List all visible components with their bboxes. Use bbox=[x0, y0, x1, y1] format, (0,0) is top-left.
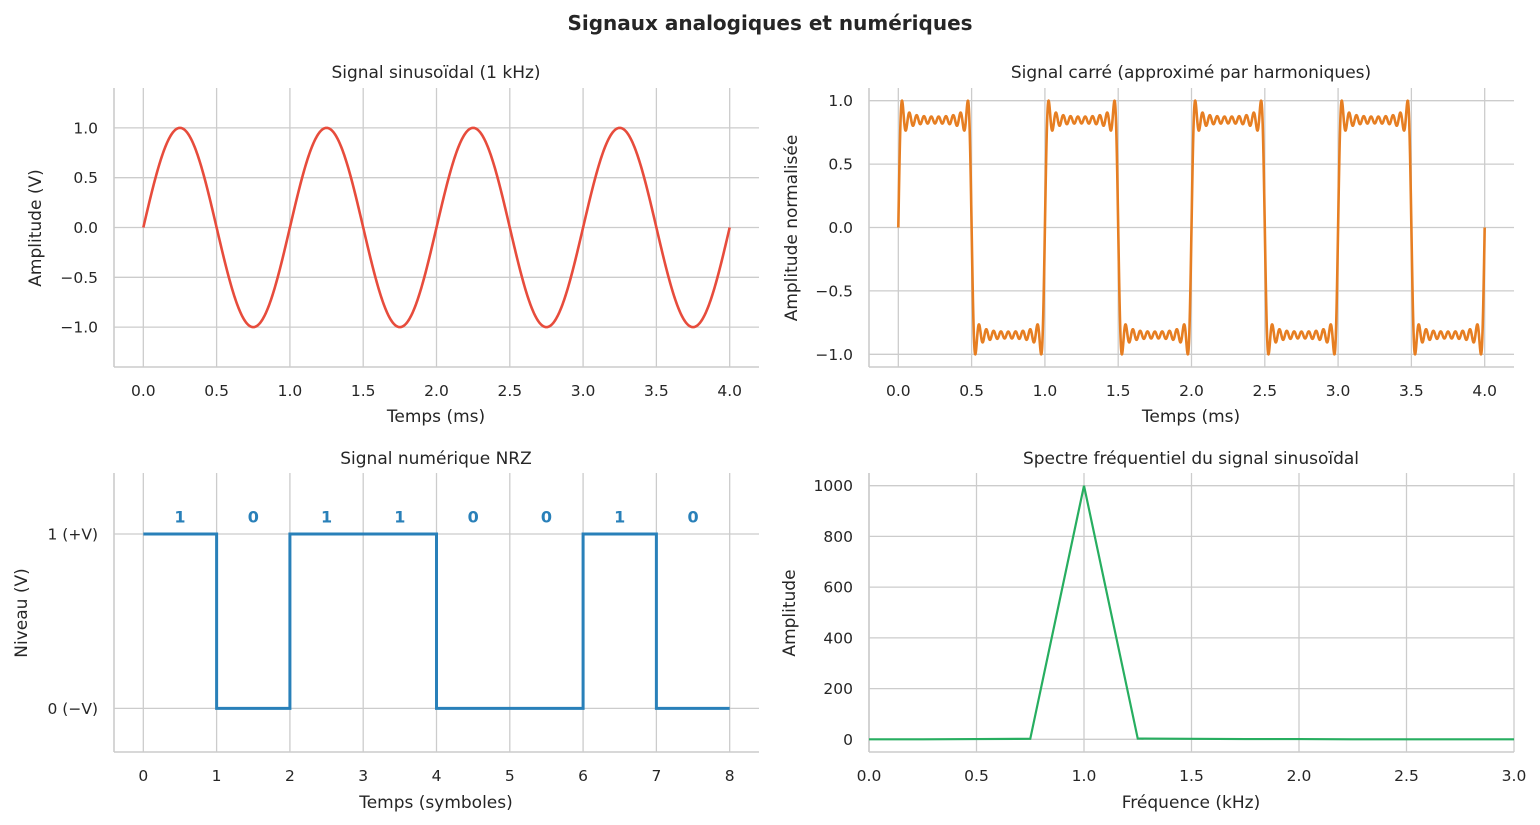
square-x-tick-label: 1.5 bbox=[1106, 382, 1131, 400]
square-x-tick-label: 0.0 bbox=[886, 382, 911, 400]
square-x-tick-label: 2.5 bbox=[1252, 382, 1277, 400]
nrz-axes-spines bbox=[113, 473, 759, 753]
square-x-ticks: 0.0 0.5 1.0 1.5 2.0 2.5 3.0 3.5 4.0 bbox=[886, 382, 1497, 400]
spectrum-y-ticks: 0 200 400 600 800 1000 bbox=[814, 477, 853, 749]
square-x-tick-label: 1.0 bbox=[1033, 382, 1058, 400]
square-axes-spines bbox=[868, 88, 1514, 368]
spectrum-x-ticks: 0.0 0.5 1.0 1.5 2.0 2.5 3.0 bbox=[857, 767, 1527, 785]
spectrum-axes-spines bbox=[868, 473, 1514, 753]
nrz-y-tick-label: 1 (+V) bbox=[48, 526, 98, 544]
spectrum-title: Spectre fréquentiel du signal sinusoïdal bbox=[1023, 449, 1359, 469]
nrz-bit-label: 1 bbox=[394, 508, 405, 527]
nrz-bit-label: 1 bbox=[174, 508, 185, 527]
sine-wave-line bbox=[142, 126, 731, 329]
panel-spectrum: 0.0 0.5 1.0 1.5 2.0 2.5 3.0 02004006008001000 … bbox=[780, 449, 1526, 813]
spectrum-y-tick-label: 800 bbox=[823, 528, 853, 546]
nrz-bit-label: 0 bbox=[468, 508, 479, 527]
square-wave-line bbox=[897, 99, 1486, 356]
spectrum-y-label: Amplitude bbox=[780, 569, 800, 656]
nrz-x-tick-label: 1 bbox=[212, 767, 222, 785]
square-y-tick-label: 0.5 bbox=[828, 156, 853, 174]
square-title: Signal carré (approximé par harmoniques) bbox=[1011, 63, 1371, 83]
sine-x-tick-label: 4.0 bbox=[717, 382, 742, 400]
spectrum-y-tick-label: 0 bbox=[843, 731, 853, 749]
spectrum-y-tick-label: 600 bbox=[823, 579, 853, 597]
spectrum-y-tick-label: 1000 bbox=[814, 477, 853, 495]
sine-x-tick-label: 0.0 bbox=[131, 382, 156, 400]
panel-nrz: 1 0 1 1 0 0 1 0 0 1 2 3 4 5 6 7 8 1 (+V) 0 (−V) Signal n… bbox=[12, 449, 759, 813]
square-x-tick-label: 2.0 bbox=[1179, 382, 1204, 400]
sine-x-tick-label: 2.0 bbox=[424, 382, 449, 400]
sine-x-label: Temps (ms) bbox=[386, 407, 485, 427]
spectrum-x-tick-label: 2.0 bbox=[1287, 767, 1312, 785]
nrz-step-line bbox=[143, 532, 730, 710]
nrz-x-tick-label: 0 bbox=[138, 767, 148, 785]
nrz-x-tick-label: 4 bbox=[432, 767, 442, 785]
nrz-x-tick-label: 8 bbox=[725, 767, 735, 785]
figure-title: Signaux analogiques et numériques bbox=[567, 11, 972, 35]
square-x-label: Temps (ms) bbox=[1141, 407, 1240, 427]
panel-square: 0.0 0.5 1.0 1.5 2.0 2.5 3.0 3.5 4.0 −1.0−0.50.00… bbox=[782, 63, 1514, 427]
square-x-tick-label: 3.5 bbox=[1399, 382, 1424, 400]
square-y-label: Amplitude normalisée bbox=[782, 135, 802, 322]
sine-gridlines bbox=[114, 88, 759, 367]
nrz-bit-label: 0 bbox=[541, 508, 552, 527]
spectrum-y-tick-label: 200 bbox=[823, 680, 853, 698]
sine-x-tick-label: 2.5 bbox=[497, 382, 522, 400]
sine-x-ticks: 0.0 0.5 1.0 1.5 2.0 2.5 3.0 3.5 4.0 bbox=[131, 382, 742, 400]
nrz-bit-label: 1 bbox=[614, 508, 625, 527]
nrz-bit-labels: 1 0 1 1 0 0 1 0 bbox=[174, 508, 698, 527]
sine-title: Signal sinusoïdal (1 kHz) bbox=[331, 63, 540, 83]
sine-y-label: Amplitude (V) bbox=[26, 169, 46, 286]
spectrum-x-tick-label: 0.5 bbox=[964, 767, 989, 785]
sine-x-tick-label: 3.0 bbox=[571, 382, 596, 400]
sine-x-tick-label: 0.5 bbox=[204, 382, 229, 400]
nrz-x-ticks: 0 1 2 3 4 5 6 7 8 bbox=[138, 767, 734, 785]
sine-y-tick-label: 1.0 bbox=[73, 119, 98, 137]
spectrum-x-tick-label: 3.0 bbox=[1502, 767, 1527, 785]
spectrum-line bbox=[869, 485, 1514, 741]
spectrum-x-tick-label: 1.5 bbox=[1179, 767, 1204, 785]
sine-axes-spines bbox=[113, 88, 759, 368]
square-y-ticks: −1.0 −0.5 0.0 0.5 1.0 bbox=[815, 92, 853, 364]
nrz-bit-label: 0 bbox=[248, 508, 259, 527]
nrz-x-tick-label: 3 bbox=[358, 767, 368, 785]
nrz-bit-label: 0 bbox=[687, 508, 698, 527]
nrz-x-tick-label: 2 bbox=[285, 767, 295, 785]
spectrum-x-tick-label: 2.5 bbox=[1394, 767, 1419, 785]
square-y-tick-label: −1.0 bbox=[815, 346, 853, 364]
nrz-x-tick-label: 7 bbox=[651, 767, 661, 785]
panel-sine: 0.0 0.5 1.0 1.5 2.0 2.5 3.0 3.5 4.0 −1.0−0.50.00… bbox=[26, 63, 759, 427]
nrz-x-tick-label: 6 bbox=[578, 767, 588, 785]
spectrum-x-tick-label: 0.0 bbox=[857, 767, 882, 785]
sine-x-tick-label: 3.5 bbox=[644, 382, 669, 400]
spectrum-gridlines bbox=[868, 473, 1515, 752]
nrz-y-ticks: 1 (+V) 0 (−V) bbox=[48, 526, 98, 718]
nrz-bit-label: 1 bbox=[321, 508, 332, 527]
sine-y-tick-label: 0.5 bbox=[73, 169, 98, 187]
square-x-tick-label: 3.0 bbox=[1326, 382, 1351, 400]
spectrum-y-tick-label: 400 bbox=[823, 629, 853, 647]
spectrum-x-tick-label: 1.0 bbox=[1072, 767, 1097, 785]
sine-y-tick-label: −0.5 bbox=[60, 269, 98, 287]
spectrum-x-label: Fréquence (kHz) bbox=[1122, 793, 1260, 813]
sine-x-tick-label: 1.5 bbox=[351, 382, 376, 400]
square-x-tick-label: 4.0 bbox=[1472, 382, 1497, 400]
nrz-x-tick-label: 5 bbox=[505, 767, 515, 785]
square-x-tick-label: 0.5 bbox=[959, 382, 984, 400]
sine-y-ticks: −1.0 −0.5 0.0 0.5 1.0 bbox=[60, 119, 98, 336]
sine-y-tick-label: −1.0 bbox=[60, 319, 98, 337]
nrz-x-label: Temps (symboles) bbox=[358, 793, 513, 813]
nrz-title: Signal numérique NRZ bbox=[340, 449, 532, 469]
sine-y-tick-label: 0.0 bbox=[73, 219, 98, 237]
nrz-y-label: Niveau (V) bbox=[12, 568, 32, 657]
nrz-y-tick-label: 0 (−V) bbox=[48, 700, 98, 718]
square-y-tick-label: 1.0 bbox=[828, 92, 853, 110]
sine-x-tick-label: 1.0 bbox=[278, 382, 303, 400]
square-y-tick-label: −0.5 bbox=[815, 282, 853, 300]
square-y-tick-label: 0.0 bbox=[828, 219, 853, 237]
